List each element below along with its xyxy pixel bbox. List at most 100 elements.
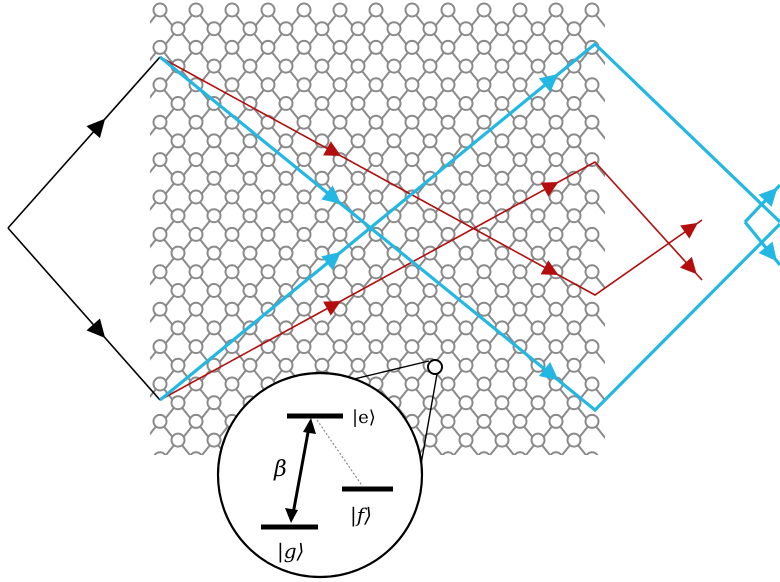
atom	[476, 39, 492, 55]
atom	[548, 39, 564, 55]
atom	[440, 376, 456, 392]
atom	[260, 152, 276, 168]
atom	[458, 133, 474, 149]
atom	[548, 189, 564, 205]
atom	[224, 2, 240, 18]
atom	[368, 114, 384, 130]
atom	[512, 77, 528, 93]
atom	[566, 395, 582, 411]
atom	[170, 357, 186, 373]
atom	[242, 21, 258, 37]
atom	[548, 226, 564, 242]
atom	[458, 245, 474, 261]
atom	[278, 170, 294, 186]
atom	[368, 77, 384, 93]
atom	[494, 170, 510, 186]
atom	[512, 226, 528, 242]
atom	[422, 283, 438, 298]
atom	[152, 77, 168, 93]
atom	[224, 264, 240, 280]
atom	[440, 301, 456, 317]
atom	[404, 2, 420, 18]
atom	[386, 58, 402, 74]
atom	[441, 451, 455, 455]
arrowhead-blue-up-1	[321, 251, 341, 271]
atom	[584, 413, 600, 429]
atom	[170, 320, 186, 336]
atom	[404, 114, 420, 130]
atom	[296, 39, 312, 55]
atom	[584, 2, 600, 18]
atom	[332, 77, 348, 93]
atom	[170, 96, 186, 111]
atom	[296, 152, 312, 168]
atom	[152, 2, 168, 18]
inset-tangent-right	[419, 373, 438, 471]
red-beam-up	[159, 160, 703, 401]
atom	[584, 339, 600, 355]
atom	[440, 39, 456, 55]
atom	[170, 133, 186, 149]
atom	[386, 133, 402, 149]
atom	[332, 226, 348, 242]
arrowhead-blue-out-down	[758, 241, 777, 262]
atom	[440, 413, 456, 429]
blue-beam-down	[158, 55, 780, 413]
atom	[206, 170, 222, 186]
atom	[476, 264, 492, 280]
atom	[278, 58, 294, 74]
atom	[440, 2, 456, 18]
atom	[440, 114, 456, 130]
atom	[458, 395, 474, 411]
atom	[368, 301, 384, 317]
atom	[404, 152, 420, 168]
atom	[512, 413, 528, 429]
atom	[512, 189, 528, 205]
arrowhead-blue-out-up	[758, 187, 778, 207]
atom	[242, 58, 258, 74]
atom	[224, 301, 240, 317]
atom	[530, 245, 546, 261]
atom	[242, 357, 258, 373]
atom	[206, 320, 222, 336]
atom	[170, 208, 186, 224]
atom	[189, 451, 203, 455]
atom	[512, 114, 528, 130]
e-f-transition-line	[316, 419, 364, 488]
atom	[530, 96, 546, 111]
red-beam-down	[159, 56, 703, 296]
atom	[566, 133, 582, 149]
atom	[314, 170, 330, 186]
atom	[224, 376, 240, 392]
atom	[152, 189, 168, 205]
label-e: |e⟩	[352, 407, 376, 428]
atom	[458, 208, 474, 224]
atom	[278, 96, 294, 111]
atom	[368, 264, 384, 280]
atom	[530, 170, 546, 186]
label-f: |f⟩	[350, 503, 372, 528]
atom	[170, 283, 186, 298]
arrowhead-red-down-2	[540, 260, 559, 276]
arrowhead-input-upper	[86, 118, 106, 139]
atom	[152, 226, 168, 242]
atom	[350, 245, 366, 261]
atom	[206, 208, 222, 224]
atom	[458, 170, 474, 186]
atom	[170, 245, 186, 261]
atom	[566, 208, 582, 224]
atom	[566, 245, 582, 261]
atom	[314, 357, 330, 373]
atom	[566, 21, 582, 37]
atom	[440, 226, 456, 242]
atom	[548, 152, 564, 168]
atom	[386, 320, 402, 336]
atom	[386, 283, 402, 298]
atom	[278, 357, 294, 373]
atom	[368, 2, 384, 18]
atom	[530, 21, 546, 37]
atom	[188, 152, 204, 168]
atom	[350, 170, 366, 186]
arrowhead-red-up-2	[540, 181, 559, 197]
